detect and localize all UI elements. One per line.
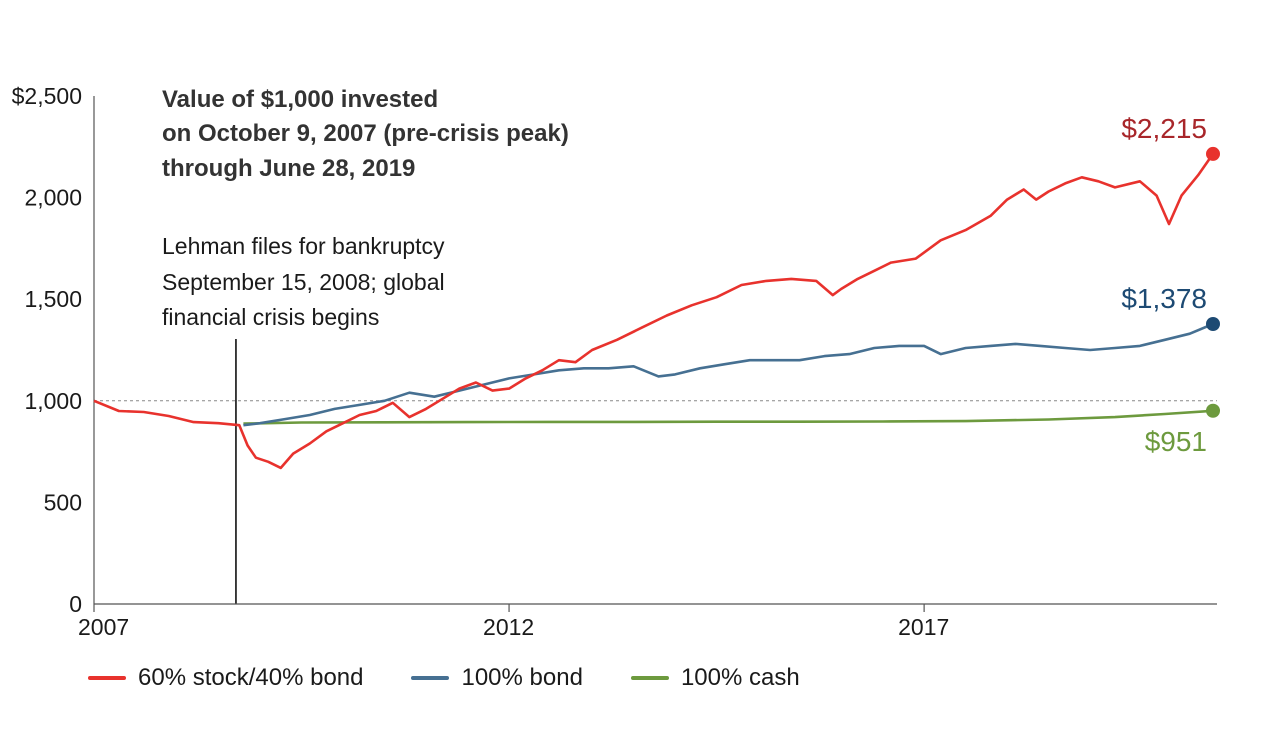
legend-label-cash: 100% cash bbox=[680, 664, 800, 691]
x-tick-label: 2012 bbox=[483, 614, 534, 640]
x-axis-ticks: 2007 2012 2017 bbox=[78, 604, 949, 640]
y-tick-label: 500 bbox=[44, 489, 82, 515]
legend-item-bond: 100% bond bbox=[411, 664, 583, 692]
x-tick-label: 2017 bbox=[898, 614, 949, 640]
series-line bbox=[93, 153, 1215, 470]
series-end-point bbox=[1206, 146, 1220, 161]
annotation-line-3: financial crisis begins bbox=[162, 304, 379, 330]
y-tick-label: 2,000 bbox=[24, 185, 82, 211]
legend-label-bond: 100% bond bbox=[461, 664, 583, 691]
annotation-line-2: September 15, 2008; global bbox=[162, 269, 445, 295]
series-end-label: $1,378 bbox=[1121, 283, 1207, 314]
series-group: $951 $1,378 $2,215 bbox=[93, 113, 1220, 470]
legend-item-stock-bond: 60% stock/40% bond bbox=[88, 664, 363, 692]
y-tick-label: 1,000 bbox=[24, 388, 82, 414]
series-end-label: $951 bbox=[1145, 426, 1207, 457]
y-tick-label: $2,500 bbox=[12, 83, 82, 109]
y-tick-label: 0 bbox=[69, 591, 82, 617]
chart-title-line-3: through June 28, 2019 bbox=[162, 155, 415, 182]
series-line bbox=[243, 322, 1214, 427]
annotation-line-1: Lehman files for bankruptcy bbox=[162, 233, 445, 259]
chart-title-line-2: on October 9, 2007 (pre-crisis peak) bbox=[162, 120, 569, 147]
legend: 60% stock/40% bond 100% bond 100% cash bbox=[88, 664, 848, 692]
annotation: Lehman files for bankruptcy September 15… bbox=[162, 233, 445, 604]
legend-label-stock-bond: 60% stock/40% bond bbox=[138, 664, 364, 691]
legend-swatch-stock-bond bbox=[88, 676, 126, 680]
legend-swatch-bond bbox=[411, 676, 450, 680]
series-line bbox=[243, 409, 1214, 425]
legend-swatch-cash bbox=[630, 676, 669, 680]
x-tick-label: 2007 bbox=[78, 614, 129, 640]
chart-title-line-1: Value of $1,000 invested bbox=[162, 86, 438, 113]
legend-item-cash: 100% cash bbox=[630, 664, 800, 692]
series-end-point bbox=[1206, 316, 1220, 331]
series-end-point bbox=[1206, 403, 1220, 418]
chart-title: Value of $1,000 invested on October 9, 2… bbox=[162, 86, 569, 182]
y-tick-label: 1,500 bbox=[24, 286, 82, 312]
series-end-label: $2,215 bbox=[1121, 113, 1207, 144]
y-axis-ticks: 0 500 1,000 1,500 2,000 $2,500 bbox=[12, 83, 82, 617]
